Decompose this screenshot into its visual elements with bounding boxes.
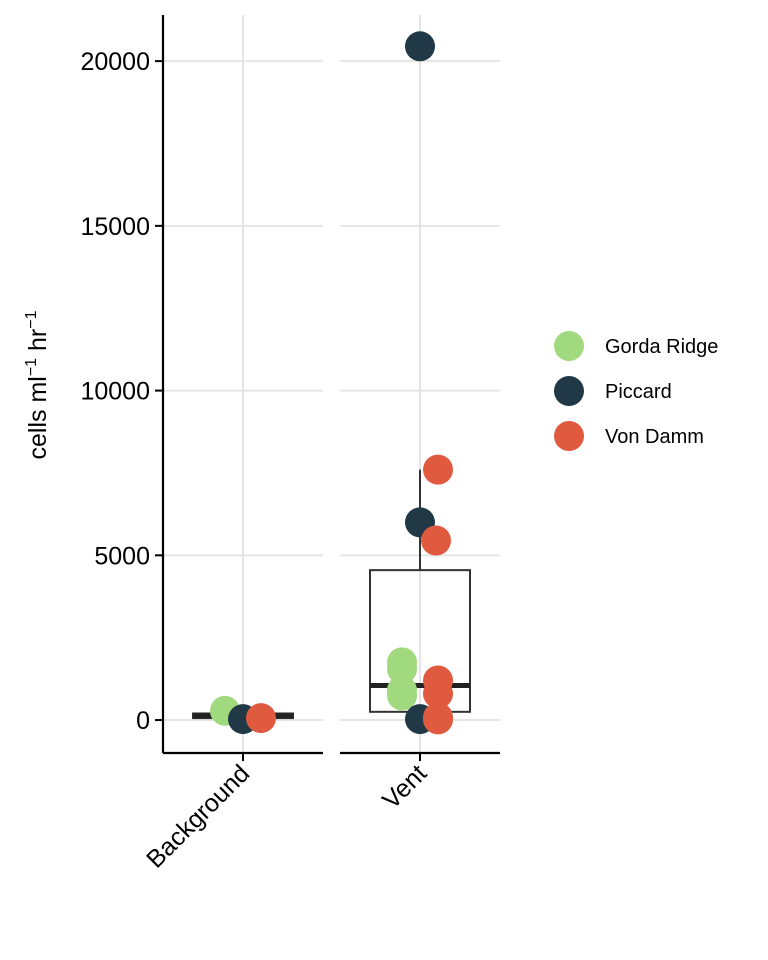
data-point [405,31,435,62]
x-tick-labels: Background Vent [141,759,432,873]
y-tick-label: 20000 [80,48,150,76]
y-axis-title-sup1: −1 [23,358,40,376]
data-point [423,454,453,485]
legend-label: Von Damm [605,426,704,448]
y-tick-labels: 0 5000 10000 15000 20000 [80,48,150,735]
y-axis-title-base: cells ml [24,376,52,459]
x-tick-label: Vent [377,759,432,814]
data-point [387,680,417,711]
y-tick-label: 5000 [94,542,150,570]
plot-panels [163,15,500,753]
y-tick-label: 15000 [80,213,150,241]
data-point [423,704,453,735]
y-tick-label: 0 [136,707,150,735]
x-tick-label: Background [141,759,255,873]
legend-item: Von Damm [554,421,704,451]
data-point [421,525,451,556]
legend-label: Piccard [605,381,672,403]
data-point [246,703,276,734]
data-points [210,31,453,735]
data-point [423,678,453,709]
legend: Gorda Ridge Piccard Von Damm [554,331,718,451]
legend-item: Piccard [554,376,672,406]
y-tick-label: 10000 [80,378,150,406]
legend-item: Gorda Ridge [554,331,718,361]
y-axis-title-sup2: −1 [23,310,40,328]
axes [155,15,500,761]
legend-marker [554,421,584,451]
y-axis-title-mid: hr [24,329,52,358]
legend-label: Gorda Ridge [605,336,718,358]
data-point [387,653,417,684]
y-axis-title: cells ml−1 hr−1 [23,310,52,459]
legend-marker [554,331,584,361]
legend-marker [554,376,584,406]
